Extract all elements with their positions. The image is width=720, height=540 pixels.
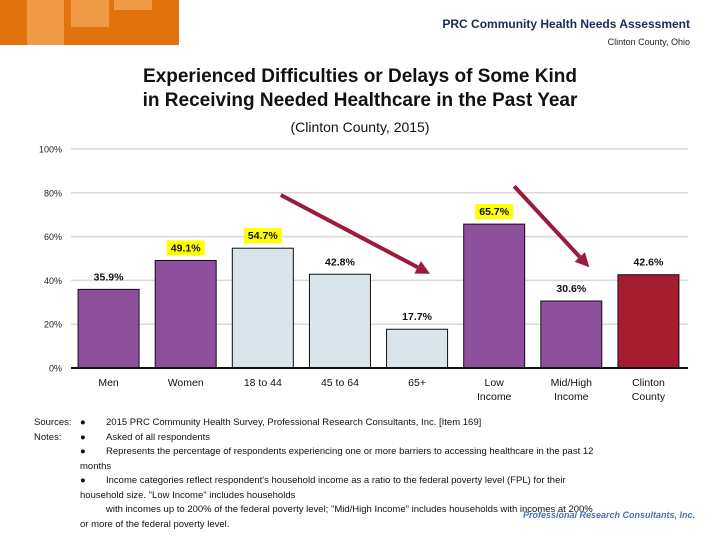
sources-label: Sources:	[34, 417, 72, 428]
y-tick-label: 100%	[39, 145, 62, 155]
y-tick-label: 60%	[44, 232, 62, 242]
y-tick-label: 0%	[49, 364, 62, 374]
bullet: ●	[80, 417, 86, 428]
note-3-cont3: or more of the federal poverty level.	[80, 518, 230, 530]
note-3-cont: household size. "Low Income" includes ho…	[80, 489, 296, 501]
bar	[308, 273, 371, 369]
data-label: 54.7%	[248, 230, 278, 242]
y-tick-label: 40%	[44, 276, 62, 286]
logo-block	[27, 0, 64, 45]
header-subtitle: Clinton County, Ohio	[607, 37, 690, 47]
arrow-head	[574, 252, 590, 268]
y-axis-ticks: 0% 20% 40% 60% 80% 100%	[39, 145, 62, 374]
source-text: 2015 PRC Community Health Survey, Profes…	[106, 417, 482, 428]
data-label: 42.6%	[634, 257, 664, 269]
x-tick-label: Mid/High	[551, 377, 593, 389]
bar	[540, 300, 603, 369]
note-2-cont: months	[80, 460, 112, 472]
label-highlight	[475, 204, 514, 220]
x-tick-label: Low	[485, 377, 505, 389]
data-label: 17.7%	[402, 311, 432, 323]
data-labels: 35.9% 49.1% 54.7% 42.8% 17.7% 65.7% 30.6% 42.6%	[94, 204, 664, 323]
notes-row: ● Represents the percentage of responden…	[34, 445, 694, 460]
bar	[463, 223, 526, 369]
x-tick-label: 18 to 44	[244, 377, 282, 389]
header-title: PRC Community Health Needs Assessment	[442, 17, 690, 31]
x-tick-label: Income	[477, 391, 512, 403]
y-tick-label: 20%	[44, 320, 62, 330]
annotation-arrows	[279, 184, 590, 274]
logo-block	[71, 0, 109, 27]
arrow-head	[414, 261, 431, 274]
note-2: Represents the percentage of respondents…	[106, 446, 594, 457]
y-tick-label: 80%	[44, 188, 62, 198]
x-axis-labels: Men Women 18 to 44 45 to 64 65+ Low Income Mid/…	[98, 377, 665, 403]
x-tick-label: Income	[554, 391, 589, 403]
chart-title-line-1: Experienced Difficulties or Delays of So…	[143, 66, 577, 87]
x-tick-label: County	[632, 391, 666, 403]
data-label: 35.9%	[94, 271, 124, 283]
bar	[77, 288, 140, 369]
x-tick-label: Women	[168, 377, 204, 389]
bar	[386, 328, 449, 369]
prc-logo	[0, 0, 179, 45]
bar	[154, 259, 217, 369]
note-3-cont2: with incomes up to 200% of the federal p…	[106, 504, 593, 515]
x-tick-label: Men	[98, 377, 119, 389]
label-highlight	[243, 228, 282, 244]
notes-label: Notes:	[34, 431, 62, 443]
data-label: 30.6%	[556, 283, 586, 295]
bar	[231, 247, 294, 369]
x-tick-label: Clinton	[632, 377, 665, 389]
chart-title-line-2: in Receiving Needed Healthcare in the Pa…	[142, 90, 578, 111]
x-tick-label: 65+	[408, 377, 426, 389]
sources-row: Sources: ● 2015 PRC Community Health Sur…	[34, 416, 694, 431]
bar	[617, 274, 680, 369]
bullet: ●	[80, 431, 86, 443]
note-3: Income categories reflect respondent's h…	[106, 475, 566, 486]
data-label: 49.1%	[171, 242, 201, 254]
bars	[77, 223, 680, 369]
data-label: 65.7%	[479, 206, 509, 218]
notes-row: Notes: ● Asked of all respondents	[34, 431, 694, 446]
logo-block	[114, 0, 152, 10]
footer-brand: Professional Research Consultants, Inc.	[522, 510, 695, 520]
arrow-shaft	[512, 184, 582, 259]
chart-title: Experienced Difficulties or Delays of So…	[0, 65, 720, 113]
label-highlight	[166, 240, 205, 256]
x-tick-label: 45 to 64	[321, 377, 359, 389]
note-1: Asked of all respondents	[106, 431, 211, 443]
arrow-shaft	[279, 193, 419, 270]
notes-section: Sources: ● 2015 PRC Community Health Sur…	[34, 416, 694, 532]
data-label: 42.8%	[325, 256, 355, 268]
bullet: ●	[80, 446, 86, 457]
bullet: ●	[80, 475, 86, 486]
notes-row: ● Income categories reflect respondent's…	[34, 474, 694, 489]
chart-subtitle: (Clinton County, 2015)	[290, 119, 430, 135]
